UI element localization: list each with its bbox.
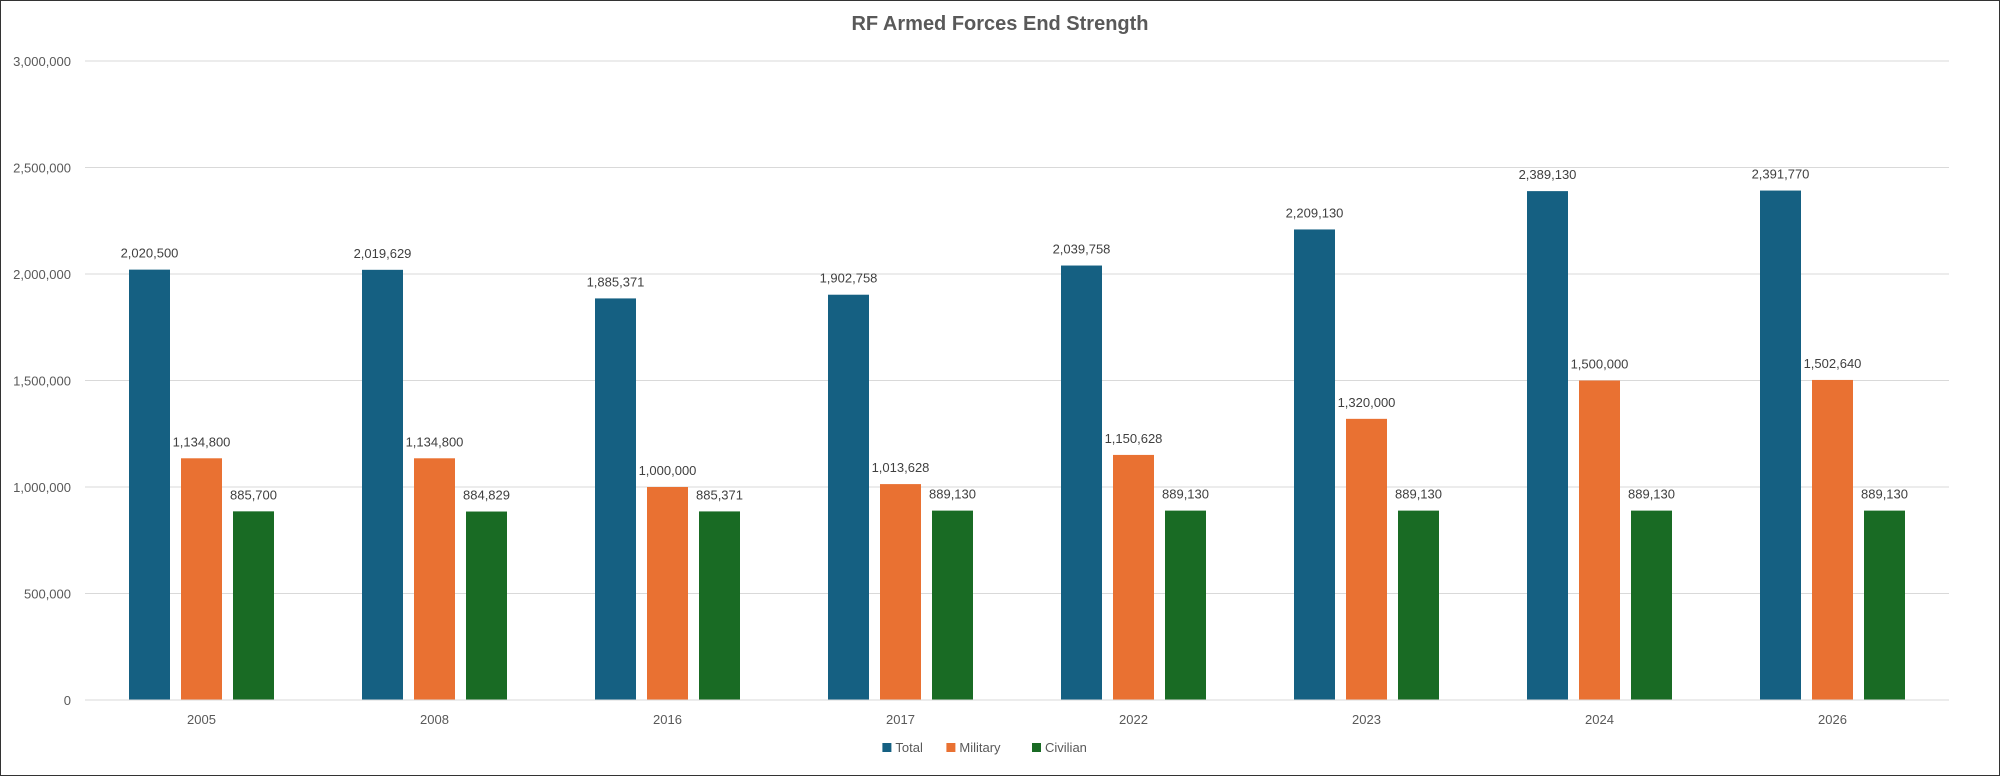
x-tick-label: 2016 <box>653 712 682 727</box>
data-label-military-2024: 1,500,000 <box>1571 357 1629 372</box>
data-label-civilian-2023: 889,130 <box>1395 487 1442 502</box>
bar-civilian-2022 <box>1165 510 1206 700</box>
bar-civilian-2005 <box>233 511 274 700</box>
x-tick-label: 2024 <box>1585 712 1614 727</box>
bar-total-2016 <box>595 298 636 700</box>
data-label-total-2026: 2,391,770 <box>1752 167 1810 182</box>
legend: Total Military Civilian <box>882 740 1087 755</box>
chart-title: RF Armed Forces End Strength <box>851 13 1149 35</box>
data-label-total-2016: 1,885,371 <box>587 274 645 289</box>
bar-civilian-2008 <box>466 511 507 700</box>
legend-swatch-civilian <box>1032 743 1041 752</box>
legend-label-military: Military <box>959 740 1001 755</box>
legend-swatch-total <box>882 743 892 752</box>
x-axis-ticks: 2005 2008 2016 2017 2022 2023 2024 2026 <box>85 699 1949 727</box>
legend-label-total: Total <box>895 740 923 755</box>
data-label-civilian-2008: 884,829 <box>463 488 510 503</box>
bar-total-2023 <box>1294 229 1335 700</box>
x-tick-label: 2026 <box>1818 712 1847 727</box>
bar-military-2026 <box>1812 379 1853 700</box>
data-label-military-2022: 1,150,628 <box>1105 431 1163 446</box>
data-labels: 2,020,500 1,134,800 885,700 2,019,629 1,134,… <box>121 167 1908 503</box>
bar-civilian-2023 <box>1398 510 1439 700</box>
bar-civilian-2026 <box>1864 510 1905 700</box>
data-label-civilian-2016: 885,371 <box>696 487 743 502</box>
data-label-total-2008: 2,019,629 <box>354 246 412 261</box>
x-tick-label: 2022 <box>1119 712 1148 727</box>
x-tick-label: 2023 <box>1352 712 1381 727</box>
bar-military-2023 <box>1346 418 1387 700</box>
legend-label-civilian: Civilian <box>1045 740 1087 755</box>
bars <box>129 190 1905 701</box>
legend-swatch-military <box>946 743 956 752</box>
bar-military-2005 <box>181 458 222 700</box>
y-tick-label: 1,000,000 <box>13 480 71 495</box>
data-label-military-2008: 1,134,800 <box>406 434 464 449</box>
bar-total-2024 <box>1527 191 1568 701</box>
y-tick-label: 2,000,000 <box>13 267 71 282</box>
data-label-civilian-2024: 889,130 <box>1628 487 1675 502</box>
data-label-total-2022: 2,039,758 <box>1053 242 1111 257</box>
y-tick-label: 2,500,000 <box>13 161 71 176</box>
bar-total-2022 <box>1061 265 1102 700</box>
bar-total-2017 <box>828 294 869 700</box>
x-tick-label: 2008 <box>420 712 449 727</box>
bar-military-2022 <box>1113 454 1154 700</box>
bar-civilian-2017 <box>932 510 973 700</box>
data-label-total-2017: 1,902,758 <box>820 271 878 286</box>
data-label-military-2026: 1,502,640 <box>1804 356 1862 371</box>
bar-total-2005 <box>129 269 170 700</box>
bar-military-2017 <box>880 484 921 700</box>
data-label-total-2005: 2,020,500 <box>121 246 179 261</box>
bar-total-2026 <box>1760 190 1801 701</box>
bar-total-2008 <box>362 269 403 700</box>
data-label-military-2017: 1,013,628 <box>872 460 930 475</box>
data-label-civilian-2022: 889,130 <box>1162 487 1209 502</box>
bar-military-2008 <box>414 458 455 700</box>
x-tick-label: 2017 <box>886 712 915 727</box>
data-label-military-2005: 1,134,800 <box>173 434 231 449</box>
data-label-military-2016: 1,000,000 <box>639 463 697 478</box>
data-label-total-2023: 2,209,130 <box>1286 205 1344 220</box>
y-tick-label: 1,500,000 <box>13 374 71 389</box>
bar-military-2016 <box>647 487 688 700</box>
data-label-civilian-2026: 889,130 <box>1861 487 1908 502</box>
x-tick-label: 2005 <box>187 712 216 727</box>
data-label-civilian-2005: 885,700 <box>230 487 277 502</box>
bar-military-2024 <box>1579 380 1620 700</box>
bar-civilian-2016 <box>699 511 740 700</box>
y-tick-label: 0 <box>64 693 71 708</box>
data-label-civilian-2017: 889,130 <box>929 487 976 502</box>
data-label-military-2023: 1,320,000 <box>1338 395 1396 410</box>
y-tick-label: 500,000 <box>24 587 71 602</box>
y-tick-label: 3,000,000 <box>13 54 71 69</box>
y-axis-ticks: 0 500,000 1,000,000 1,500,000 2,000,000 2,500… <box>13 54 71 708</box>
bar-civilian-2024 <box>1631 510 1672 700</box>
data-label-total-2024: 2,389,130 <box>1519 167 1577 182</box>
